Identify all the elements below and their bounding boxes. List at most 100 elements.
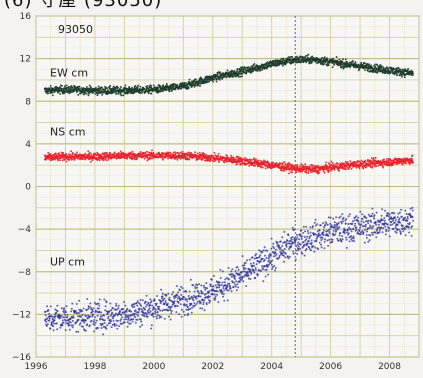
data-point (174, 296, 177, 299)
data-point (94, 92, 97, 95)
data-point (65, 160, 68, 163)
data-point (162, 158, 164, 161)
data-point (205, 303, 208, 306)
data-point (85, 92, 88, 95)
data-point (170, 306, 173, 309)
data-point (149, 89, 152, 92)
data-point (222, 287, 225, 289)
data-point (322, 63, 324, 66)
data-point (70, 85, 73, 87)
data-point (94, 316, 97, 319)
data-point (105, 301, 108, 304)
data-point (256, 274, 259, 277)
data-point (362, 166, 365, 169)
data-point (122, 308, 125, 311)
data-point (139, 318, 142, 321)
data-point (360, 61, 363, 64)
data-point (211, 293, 214, 296)
data-point (342, 58, 344, 61)
data-point (95, 86, 97, 89)
data-point (126, 307, 129, 310)
data-point (55, 311, 58, 314)
data-point (176, 305, 179, 308)
data-point (88, 92, 90, 95)
data-point (348, 213, 351, 216)
data-point (232, 285, 235, 288)
data-point (97, 307, 100, 310)
data-point (54, 315, 57, 318)
data-point (333, 168, 336, 171)
data-point (205, 282, 208, 285)
data-point (244, 267, 247, 270)
data-point (345, 168, 347, 171)
data-point (186, 152, 188, 155)
data-point (51, 91, 54, 94)
data-point (221, 290, 224, 293)
data-point (289, 162, 291, 165)
data-point (401, 75, 403, 78)
data-point (74, 85, 76, 88)
data-point (353, 66, 356, 69)
data-point (291, 171, 293, 174)
data-point (236, 155, 238, 158)
data-point (295, 245, 298, 248)
data-point (332, 57, 334, 60)
data-point (86, 323, 89, 326)
data-point (45, 91, 48, 94)
data-point (388, 66, 391, 69)
data-point (48, 156, 51, 159)
data-point (299, 55, 302, 58)
data-point (165, 88, 168, 91)
data-point (318, 241, 321, 244)
data-point (136, 304, 139, 307)
data-point (141, 299, 144, 302)
data-point (249, 268, 252, 271)
data-point (163, 317, 166, 320)
data-point (248, 258, 251, 261)
data-point (61, 159, 64, 162)
data-point (117, 86, 119, 89)
data-point (208, 290, 211, 292)
data-point (121, 316, 124, 319)
data-point (306, 54, 309, 57)
data-point (119, 309, 122, 312)
data-point (383, 158, 385, 161)
data-point (143, 157, 146, 160)
data-point (305, 238, 308, 241)
data-point (128, 86, 131, 88)
data-point (204, 288, 207, 291)
data-point (319, 234, 322, 237)
data-point (218, 284, 221, 287)
data-point (57, 159, 59, 162)
data-point (279, 240, 282, 243)
data-point (165, 294, 168, 296)
data-point (380, 67, 383, 70)
data-point (56, 310, 59, 313)
data-point (61, 84, 63, 87)
data-point (64, 313, 67, 316)
data-point (335, 56, 338, 58)
data-point (218, 286, 221, 289)
data-point (168, 151, 171, 154)
data-point (99, 317, 102, 320)
data-point (346, 60, 348, 63)
data-point (90, 153, 93, 156)
data-point (109, 302, 112, 305)
data-point (141, 324, 144, 326)
data-point (246, 259, 249, 262)
data-point (138, 307, 141, 310)
data-point (269, 65, 272, 68)
data-point (282, 57, 285, 60)
data-point (309, 226, 312, 229)
data-point (48, 319, 51, 322)
data-point (303, 244, 306, 247)
data-point (348, 240, 351, 243)
data-point (139, 91, 142, 94)
data-point (132, 318, 135, 321)
data-point (219, 277, 222, 279)
data-point (92, 91, 95, 94)
data-point (49, 305, 52, 308)
data-point (169, 152, 172, 154)
data-point (44, 314, 47, 317)
data-point (123, 321, 126, 324)
